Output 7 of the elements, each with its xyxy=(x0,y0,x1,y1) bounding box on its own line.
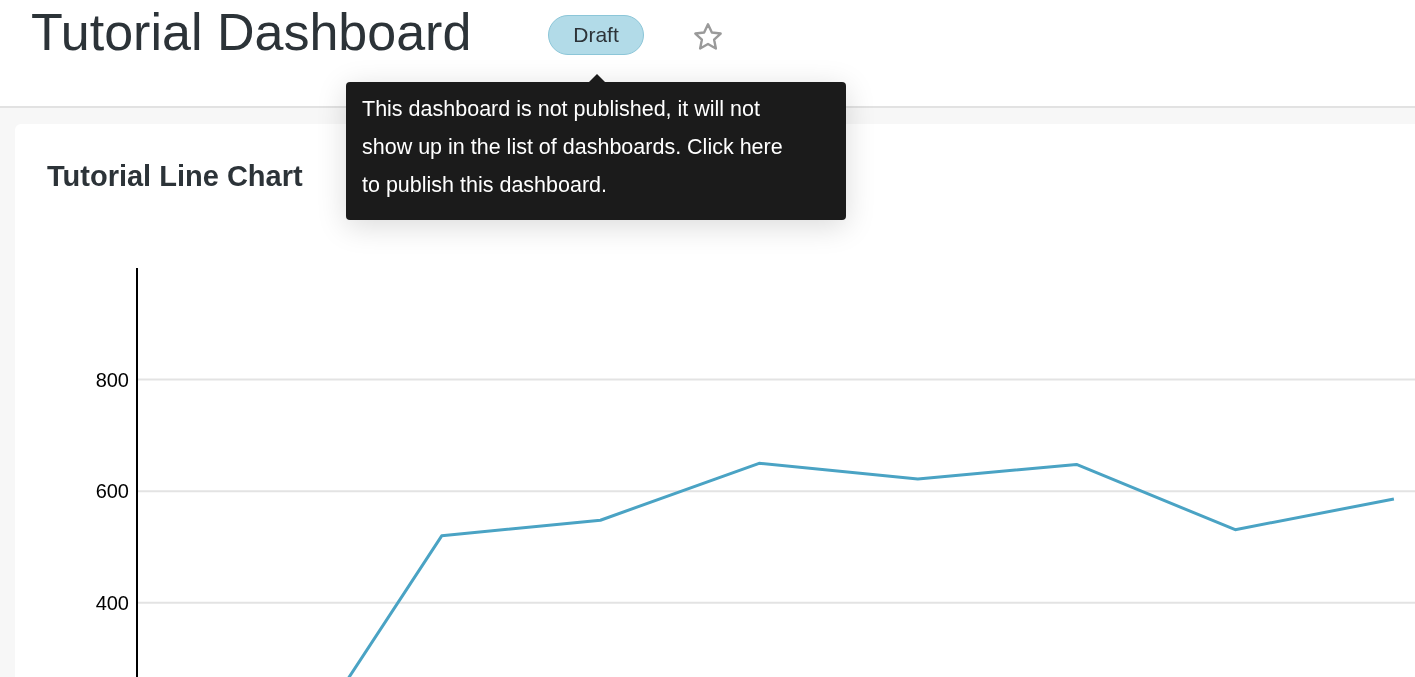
text: This dashboard is not published, it will not show up in the list of dashboards. Click here to publish this dashboard. xyxy=(362,96,784,199)
y-tick-label: 400 xyxy=(95,591,129,614)
text: Tutorial Dashboard xyxy=(31,2,472,62)
text: Draft xyxy=(548,15,644,55)
chart-title: Tutorial Line Chart xyxy=(47,160,303,193)
y-tick-label: 600 xyxy=(95,480,129,503)
y-tick-label: 800 xyxy=(95,368,129,391)
